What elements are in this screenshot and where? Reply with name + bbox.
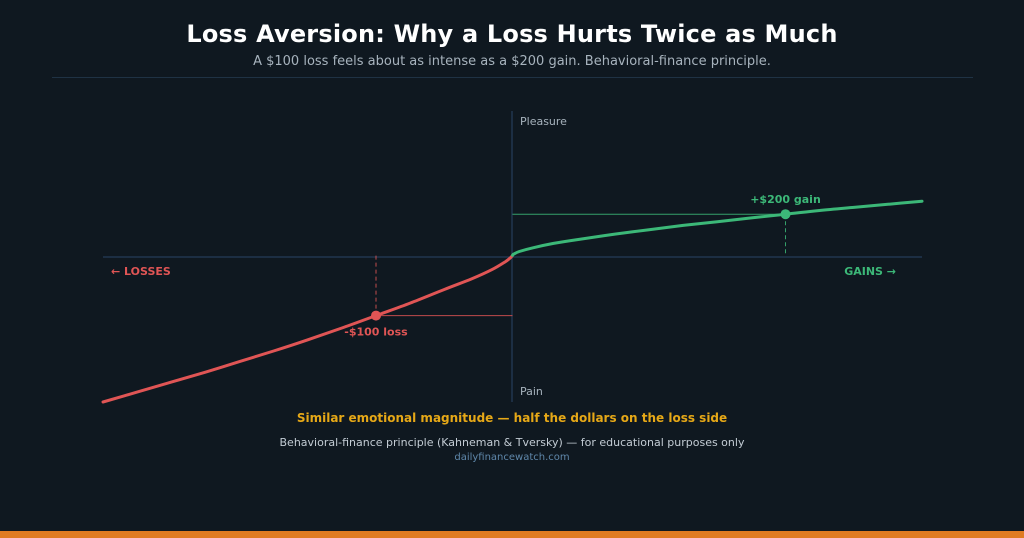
gain-marker-label: +$200 gain (750, 193, 821, 206)
loss-marker-label: -$100 loss (344, 326, 408, 339)
accent-bar (0, 531, 1024, 538)
value-curves (101, 199, 924, 404)
loss-curve (101, 253, 514, 404)
header-divider (52, 77, 973, 78)
caption: Similar emotional magnitude — half the d… (296, 411, 728, 425)
x-axis-label-right: GAINS → (844, 265, 896, 278)
y-axis-label-bottom: Pain (520, 385, 543, 398)
gain-marker-point (780, 209, 791, 220)
marker-guides (375, 213, 786, 317)
footnote: Behavioral-finance principle (Kahneman &… (279, 436, 745, 449)
source-link[interactable]: dailyfinancewatch.com (454, 452, 570, 463)
chart-title: Loss Aversion: Why a Loss Hurts Twice as… (186, 20, 838, 48)
value-markers: +$200 gain -$100 loss (344, 193, 821, 338)
loss-marker-point (371, 310, 381, 321)
gain-curve (511, 199, 924, 257)
y-axis-label-top: Pleasure (520, 115, 567, 128)
chart-subtitle: A $100 loss feels about as intense as a … (253, 54, 771, 69)
x-axis-label-left: ← LOSSES (111, 265, 171, 278)
